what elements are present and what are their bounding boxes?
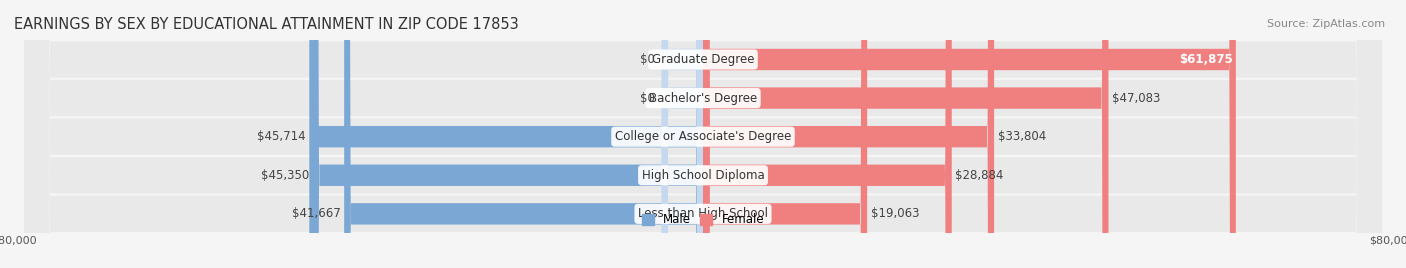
Text: Bachelor's Degree: Bachelor's Degree <box>650 92 756 105</box>
FancyBboxPatch shape <box>703 0 1236 268</box>
Text: $19,063: $19,063 <box>870 207 920 220</box>
Text: $61,875: $61,875 <box>1178 53 1233 66</box>
Text: $28,884: $28,884 <box>955 169 1004 182</box>
Text: $45,714: $45,714 <box>257 130 307 143</box>
FancyBboxPatch shape <box>24 0 1382 268</box>
Text: $0: $0 <box>640 92 655 105</box>
Text: $45,350: $45,350 <box>260 169 309 182</box>
Text: College or Associate's Degree: College or Associate's Degree <box>614 130 792 143</box>
FancyBboxPatch shape <box>24 0 1382 268</box>
FancyBboxPatch shape <box>24 0 1382 268</box>
Text: Graduate Degree: Graduate Degree <box>652 53 754 66</box>
Text: $33,804: $33,804 <box>997 130 1046 143</box>
Text: $41,667: $41,667 <box>292 207 340 220</box>
FancyBboxPatch shape <box>662 0 703 268</box>
Text: EARNINGS BY SEX BY EDUCATIONAL ATTAINMENT IN ZIP CODE 17853: EARNINGS BY SEX BY EDUCATIONAL ATTAINMEN… <box>14 17 519 32</box>
Text: High School Diploma: High School Diploma <box>641 169 765 182</box>
FancyBboxPatch shape <box>24 0 1382 268</box>
FancyBboxPatch shape <box>703 0 952 268</box>
Text: $47,083: $47,083 <box>1112 92 1160 105</box>
FancyBboxPatch shape <box>703 0 868 268</box>
FancyBboxPatch shape <box>24 0 1382 268</box>
FancyBboxPatch shape <box>309 0 703 268</box>
Legend: Male, Female: Male, Female <box>637 209 769 231</box>
FancyBboxPatch shape <box>703 0 1108 268</box>
FancyBboxPatch shape <box>703 0 994 268</box>
Text: $0: $0 <box>640 53 655 66</box>
FancyBboxPatch shape <box>344 0 703 268</box>
Text: Less than High School: Less than High School <box>638 207 768 220</box>
FancyBboxPatch shape <box>662 0 703 268</box>
FancyBboxPatch shape <box>312 0 703 268</box>
Text: Source: ZipAtlas.com: Source: ZipAtlas.com <box>1267 19 1385 29</box>
